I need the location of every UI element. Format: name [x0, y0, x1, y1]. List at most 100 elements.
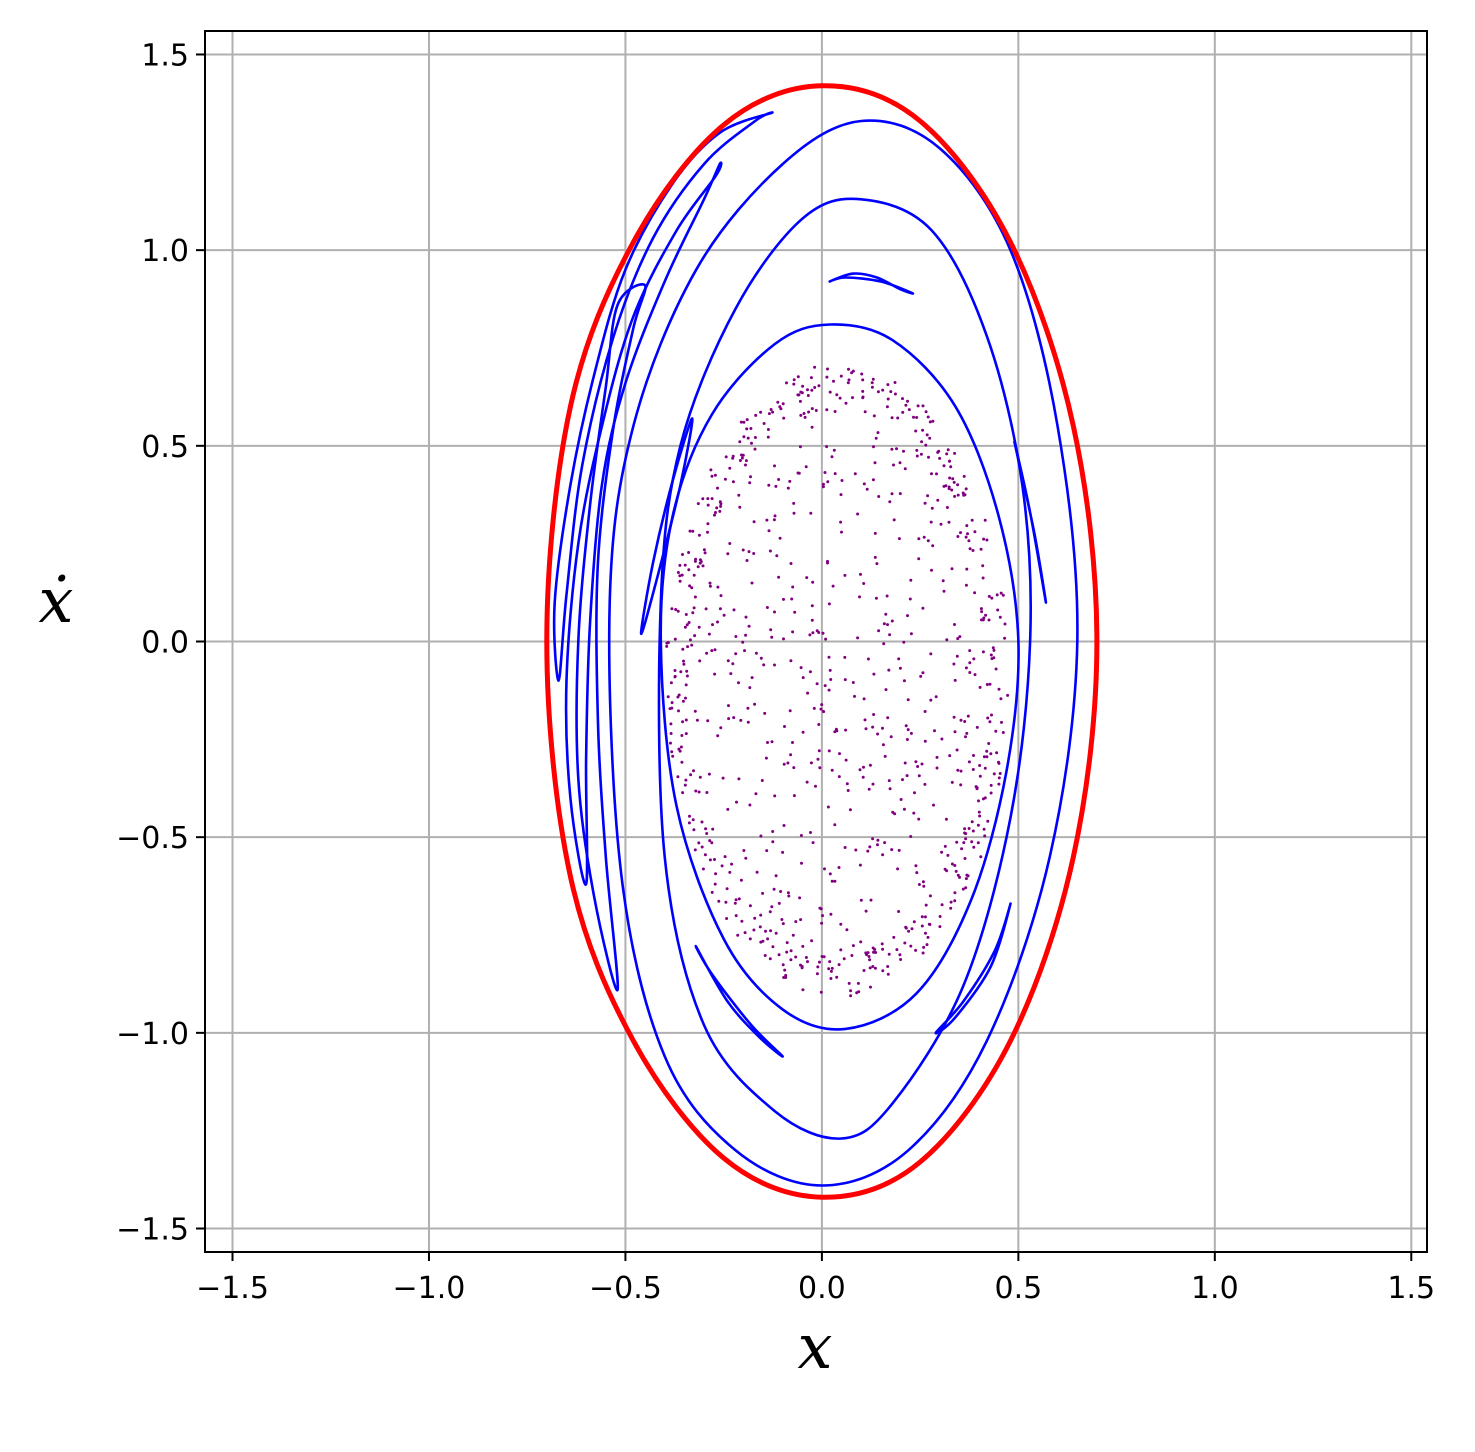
chaotic-point: [903, 941, 907, 945]
chaotic-point: [734, 898, 738, 902]
chaotic-point: [681, 553, 684, 556]
chaotic-point: [951, 477, 955, 481]
chaotic-point: [817, 723, 821, 726]
chaotic-point: [762, 663, 766, 667]
chaotic-point: [958, 875, 961, 879]
chaotic-point: [866, 657, 870, 661]
chaotic-point: [753, 436, 757, 439]
chaotic-point: [702, 548, 706, 552]
chaotic-point: [748, 686, 752, 690]
chaotic-point: [752, 928, 756, 932]
chaotic-point: [797, 471, 801, 475]
chaotic-point: [742, 435, 746, 439]
chaotic-point: [801, 676, 805, 680]
chaotic-point: [938, 915, 942, 918]
chaotic-point: [800, 966, 804, 970]
chaotic-point: [915, 448, 919, 452]
chaotic-point: [998, 615, 1002, 619]
chaotic-point: [893, 381, 897, 384]
chaotic-point: [923, 501, 927, 505]
chaotic-point: [898, 953, 902, 957]
chaotic-point: [874, 596, 878, 600]
chaotic-point: [791, 741, 794, 744]
chaotic-point: [684, 683, 688, 687]
chaotic-point: [830, 455, 834, 459]
chaotic-point: [713, 882, 717, 886]
chaotic-point: [817, 631, 821, 634]
chaotic-point: [961, 887, 965, 891]
chaotic-point: [718, 607, 722, 611]
chaotic-point: [744, 633, 748, 637]
chaotic-point: [859, 898, 863, 902]
chaotic-point: [680, 734, 684, 737]
chaotic-point: [815, 972, 819, 976]
chaotic-point: [868, 966, 872, 970]
chaotic-point: [794, 920, 798, 924]
chaotic-point: [928, 436, 932, 440]
chaotic-point: [945, 638, 949, 642]
chaotic-point: [1006, 693, 1010, 697]
chaotic-point: [701, 867, 705, 871]
chaotic-point: [824, 637, 828, 641]
chaotic-point: [745, 559, 749, 562]
chaotic-point: [801, 730, 805, 734]
chaotic-point: [876, 732, 880, 736]
chaotic-point: [737, 897, 741, 901]
chaotic-point: [952, 480, 956, 484]
chaotic-point: [989, 653, 993, 657]
chaotic-point: [845, 782, 849, 786]
chaotic-point: [697, 533, 701, 537]
chaotic-point: [687, 621, 691, 624]
chaotic-point: [915, 416, 919, 419]
chaotic-point: [813, 386, 817, 389]
y-tick-label-5: 1.0: [141, 234, 189, 269]
chaotic-point: [943, 844, 947, 848]
chaotic-point: [787, 894, 791, 898]
chaotic-point: [924, 410, 928, 414]
chaotic-point: [915, 454, 919, 458]
y-tick-label-0: −1.5: [116, 1213, 189, 1248]
chaotic-point: [739, 718, 743, 722]
chaotic-point: [882, 622, 886, 626]
chaotic-point: [945, 506, 949, 509]
chaotic-point: [983, 834, 987, 838]
chaotic-point: [742, 849, 746, 852]
chaotic-point: [785, 941, 789, 945]
chaotic-point: [956, 768, 960, 772]
chaotic-point: [959, 769, 963, 773]
chaotic-point: [929, 520, 933, 524]
chaotic-point: [899, 798, 903, 801]
chaotic-point: [912, 920, 916, 924]
tendril-curve-10: [564, 161, 723, 886]
chaotic-point: [846, 381, 850, 385]
chaotic-point: [779, 890, 783, 893]
chaotic-point: [832, 448, 836, 452]
chaotic-point: [921, 951, 925, 955]
chaotic-point: [794, 955, 798, 959]
chaotic-point: [754, 413, 758, 417]
chaotic-point: [826, 480, 830, 484]
chaotic-point: [692, 606, 696, 610]
chaotic-point: [871, 965, 875, 968]
chaotic-point: [984, 613, 988, 617]
chaotic-point: [806, 960, 809, 964]
chaotic-point: [859, 940, 863, 944]
chaotic-point: [952, 662, 956, 666]
chaotic-point: [699, 560, 703, 564]
chaotic-point: [929, 652, 933, 656]
chaotic-point: [837, 775, 841, 779]
x-tick-label-2: −0.5: [589, 1271, 662, 1306]
chaotic-point: [962, 841, 966, 845]
chaotic-point: [728, 542, 732, 545]
chaotic-point: [930, 568, 933, 572]
chaotic-point: [747, 550, 751, 554]
chaotic-point: [970, 840, 974, 844]
chaotic-point: [829, 912, 833, 916]
chaotic-point: [687, 568, 691, 572]
chaotic-point: [673, 637, 677, 641]
chaotic-point: [843, 573, 847, 577]
chaotic-point: [764, 929, 767, 933]
chaotic-point: [979, 547, 983, 551]
chaotic-point: [750, 581, 754, 585]
chaotic-point: [731, 662, 735, 666]
